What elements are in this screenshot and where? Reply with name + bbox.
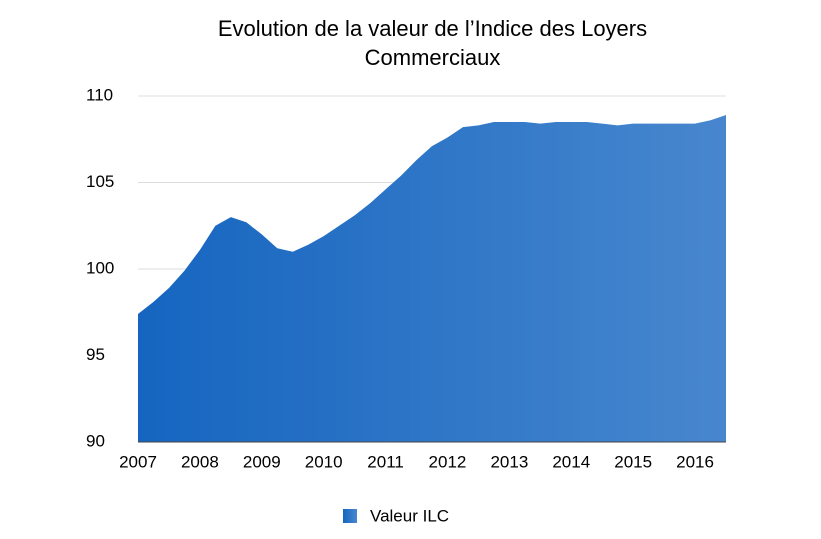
x-tick-label: 2016 — [676, 452, 714, 471]
x-tick-label: 2007 — [119, 452, 157, 471]
x-tick-label: 2012 — [429, 452, 467, 471]
x-tick-label: 2010 — [305, 452, 343, 471]
y-tick-label: 100 — [86, 258, 114, 277]
x-tick-label: 2015 — [614, 452, 652, 471]
area — [138, 115, 726, 442]
chart-title: Evolution de la valeur de l’Indice des L… — [217, 16, 648, 70]
x-tick-label: 2008 — [181, 452, 219, 471]
y-tick-label: 105 — [86, 172, 114, 191]
legend-swatch — [343, 509, 357, 523]
x-tick-label: 2013 — [490, 452, 528, 471]
y-tick-label: 110 — [86, 85, 113, 104]
x-tick-label: 2011 — [367, 452, 404, 471]
y-tick-label: 95 — [86, 345, 105, 364]
y-tick-label: 90 — [86, 431, 105, 450]
x-tick-label: 2009 — [243, 452, 281, 471]
legend-label: Valeur ILC — [370, 506, 449, 525]
x-tick-label: 2014 — [552, 452, 590, 471]
